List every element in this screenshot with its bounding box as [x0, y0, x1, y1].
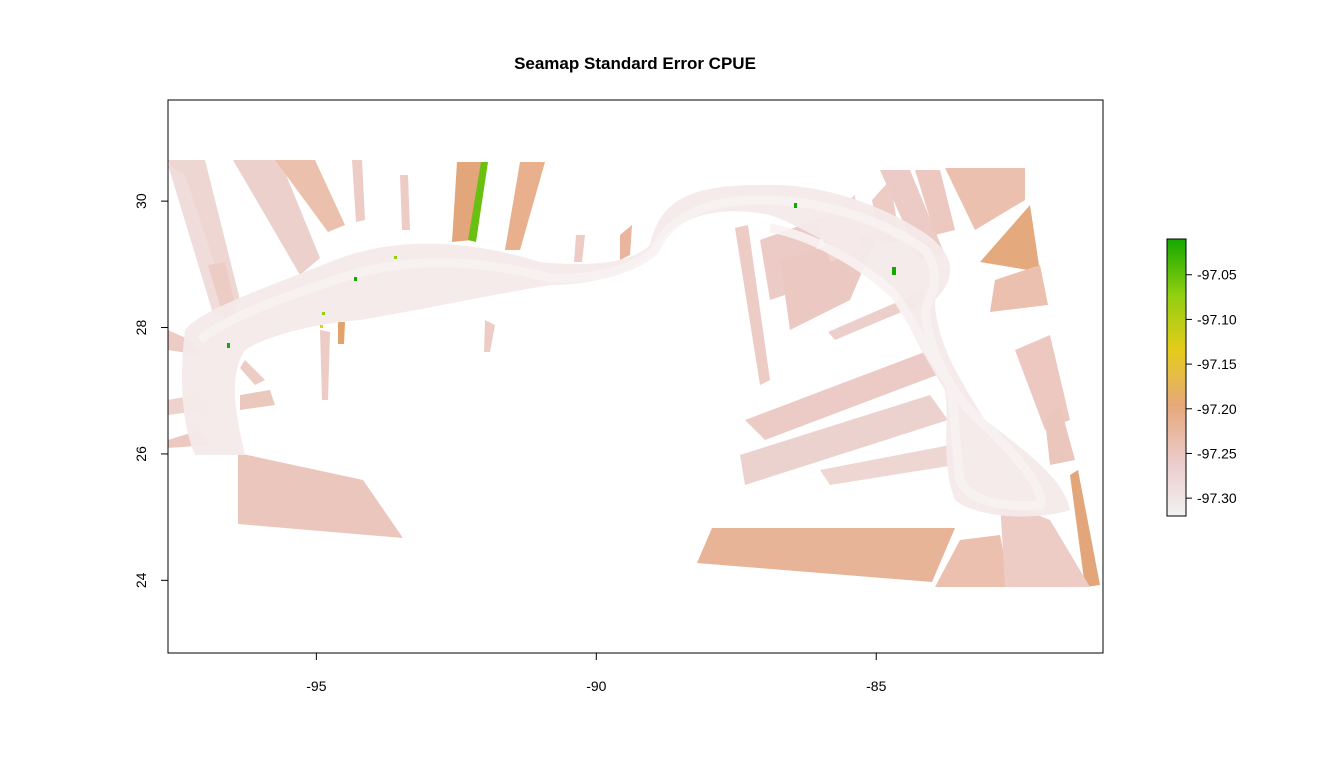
- legend-tick-label: -97.25: [1197, 445, 1237, 461]
- sector-southeast-block-3: [1000, 500, 1090, 587]
- sector-orange-fan-east: [505, 162, 545, 250]
- y-tick-label: 24: [133, 572, 149, 588]
- plot-frame: [167, 99, 1104, 654]
- y-tick-label: 28: [133, 320, 149, 336]
- sector-east-fan-15: [1070, 470, 1100, 587]
- green-point-3: [394, 256, 397, 259]
- sector-east-fan-7: [820, 445, 955, 485]
- green-point-2: [354, 277, 357, 281]
- yellow-point-1: [320, 325, 323, 328]
- sector-green-peak: [468, 162, 488, 242]
- legend-tick-label: -97.20: [1197, 401, 1237, 417]
- y-axis: 24 26 28 30: [133, 193, 168, 588]
- legend-tick-label: -97.05: [1197, 267, 1237, 283]
- legend-ticks: -97.05 -97.10 -97.15 -97.20 -97.25 -97.30: [1186, 267, 1237, 506]
- y-tick-label: 30: [133, 193, 149, 209]
- raster-layer: [168, 160, 1100, 587]
- sector-east-fan-6: [740, 395, 948, 485]
- legend-tick-label: -97.30: [1197, 490, 1237, 506]
- sector-east-fan-11: [980, 205, 1040, 272]
- sector-west-fan-2: [233, 160, 320, 275]
- map-title: Seamap Standard Error CPUE: [514, 54, 756, 73]
- sector-south-block: [238, 453, 403, 538]
- sector-west-fan-12: [400, 175, 410, 230]
- sector-east-fan-9: [915, 170, 955, 235]
- sector-orange-strip: [452, 162, 482, 242]
- sector-east-fan-14: [1045, 405, 1075, 465]
- color-legend: -97.05 -97.10 -97.15 -97.20 -97.25 -97.30: [1166, 238, 1237, 517]
- green-point-4: [322, 312, 325, 315]
- sector-west-fan-10: [240, 360, 265, 385]
- green-point-6: [892, 267, 896, 275]
- x-tick-label: -85: [866, 678, 886, 694]
- y-tick-label: 26: [133, 446, 149, 462]
- sector-southeast-block-1: [697, 528, 955, 582]
- sector-west-fan-9: [240, 390, 275, 410]
- coastal-sample-band-inner: [197, 195, 1046, 511]
- sector-east-fan-5: [745, 350, 945, 440]
- sector-east-fan-1: [735, 225, 770, 385]
- sector-la-fan-1: [574, 235, 585, 262]
- x-axis: -95 -90 -85: [306, 653, 887, 694]
- x-tick-label: -95: [306, 678, 326, 694]
- green-point-5: [794, 203, 797, 208]
- sector-southeast-block-2: [935, 535, 1010, 587]
- sector-la-fan-4: [320, 330, 330, 400]
- sector-la-fan-2: [620, 225, 632, 260]
- legend-tick-label: -97.15: [1197, 356, 1237, 372]
- sector-east-fan-12: [990, 265, 1048, 312]
- sector-west-fan-3: [275, 160, 345, 232]
- sector-west-fan-11: [352, 160, 365, 222]
- sector-la-fan-3: [484, 320, 495, 352]
- sector-east-fan-13: [1015, 335, 1070, 430]
- green-point-1: [227, 343, 230, 348]
- legend-colorbar: [1166, 238, 1187, 517]
- sector-la-fan-5: [338, 322, 345, 344]
- legend-tick-label: -97.10: [1197, 311, 1237, 327]
- sector-east-fan-10: [945, 168, 1025, 230]
- x-tick-label: -90: [586, 678, 606, 694]
